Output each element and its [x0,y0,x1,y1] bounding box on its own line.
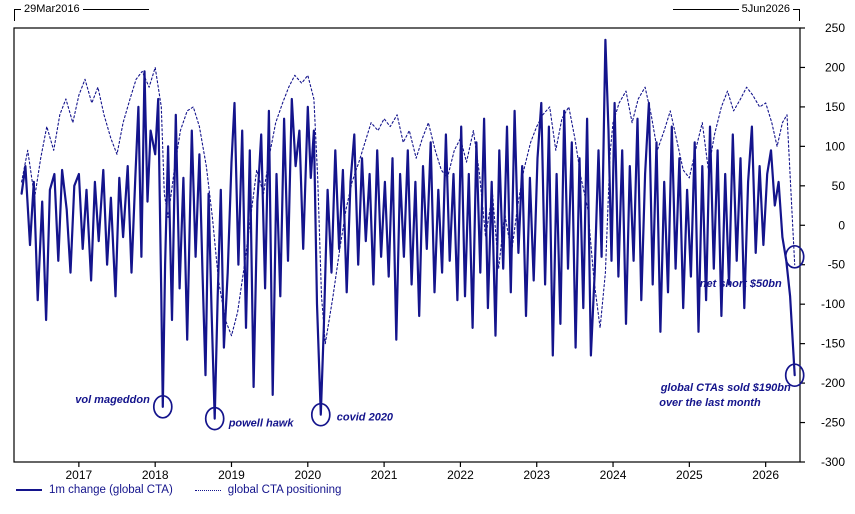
powell-hawk-circle [204,406,225,431]
x-tick-label: 2017 [66,468,93,482]
covid-2020-label: covid 2020 [337,412,394,424]
y-tick-label: 150 [825,100,845,114]
legend-item-positioning: global CTA positioning [194,484,342,496]
y-tick-label: 0 [838,218,845,232]
ctas-sold-190bn-label-line1: global CTAs sold $190bn [660,382,791,394]
series-line-1m-change [20,38,796,420]
x-tick-label: 2022 [447,468,474,482]
x-tick-label: 2026 [752,468,779,482]
y-tick-label: -300 [821,455,845,469]
x-tick-label: 2020 [294,468,321,482]
y-tick-label: 250 [825,21,845,35]
x-tick-label: 2019 [218,468,245,482]
ctas-sold-190bn-circle [784,363,805,388]
net-short-50bn-circle [784,244,805,269]
date-range-start-marker: 29Mar2016 [14,4,149,23]
ctas-sold-190bn-label-line2: over the last month [659,397,761,409]
date-range-end-marker: 5Jun2026 [672,4,800,23]
x-tick-label: 2018 [142,468,169,482]
y-tick-label: -100 [821,297,845,311]
y-tick-label: 50 [832,179,846,193]
y-tick-label: -250 [821,416,845,430]
y-tick-label: -50 [828,258,846,272]
y-tick-label: -150 [821,337,845,351]
plot-border [13,27,801,463]
date-range-start-label: 29Mar2016 [24,3,80,15]
range-start-tick [14,9,15,21]
vol-mageddon-label: vol mageddon [75,394,150,406]
legend-label-1m-change: 1m change (global CTA) [49,484,173,496]
dotted-line-swatch [194,489,221,491]
series-line-positioning [21,66,796,345]
covid-2020-circle [310,402,331,427]
y-tick-label: 200 [825,60,845,74]
x-tick-label: 2021 [371,468,398,482]
net-short-50bn-label: net short $50bn [700,278,782,290]
x-tick-label: 2025 [676,468,703,482]
legend-label-positioning: global CTA positioning [227,484,342,496]
range-start-line [15,9,21,10]
x-tick-label: 2024 [600,468,627,482]
range-end-line [793,9,799,10]
range-end-tick [799,9,800,21]
range-start-line-extension [82,9,149,10]
x-tick-label: 2023 [523,468,550,482]
powell-hawk-label: powell hawk [228,418,295,430]
date-range-end-label: 5Jun2026 [741,3,790,15]
range-end-line-extension [672,9,739,10]
solid-line-swatch [16,489,42,491]
vol-mageddon-circle [152,394,173,419]
legend: 1m change (global CTA) global CTA positi… [16,484,341,496]
legend-item-1m-change: 1m change (global CTA) [16,484,173,496]
y-tick-label: -200 [821,376,845,390]
y-tick-label: 100 [825,139,845,153]
